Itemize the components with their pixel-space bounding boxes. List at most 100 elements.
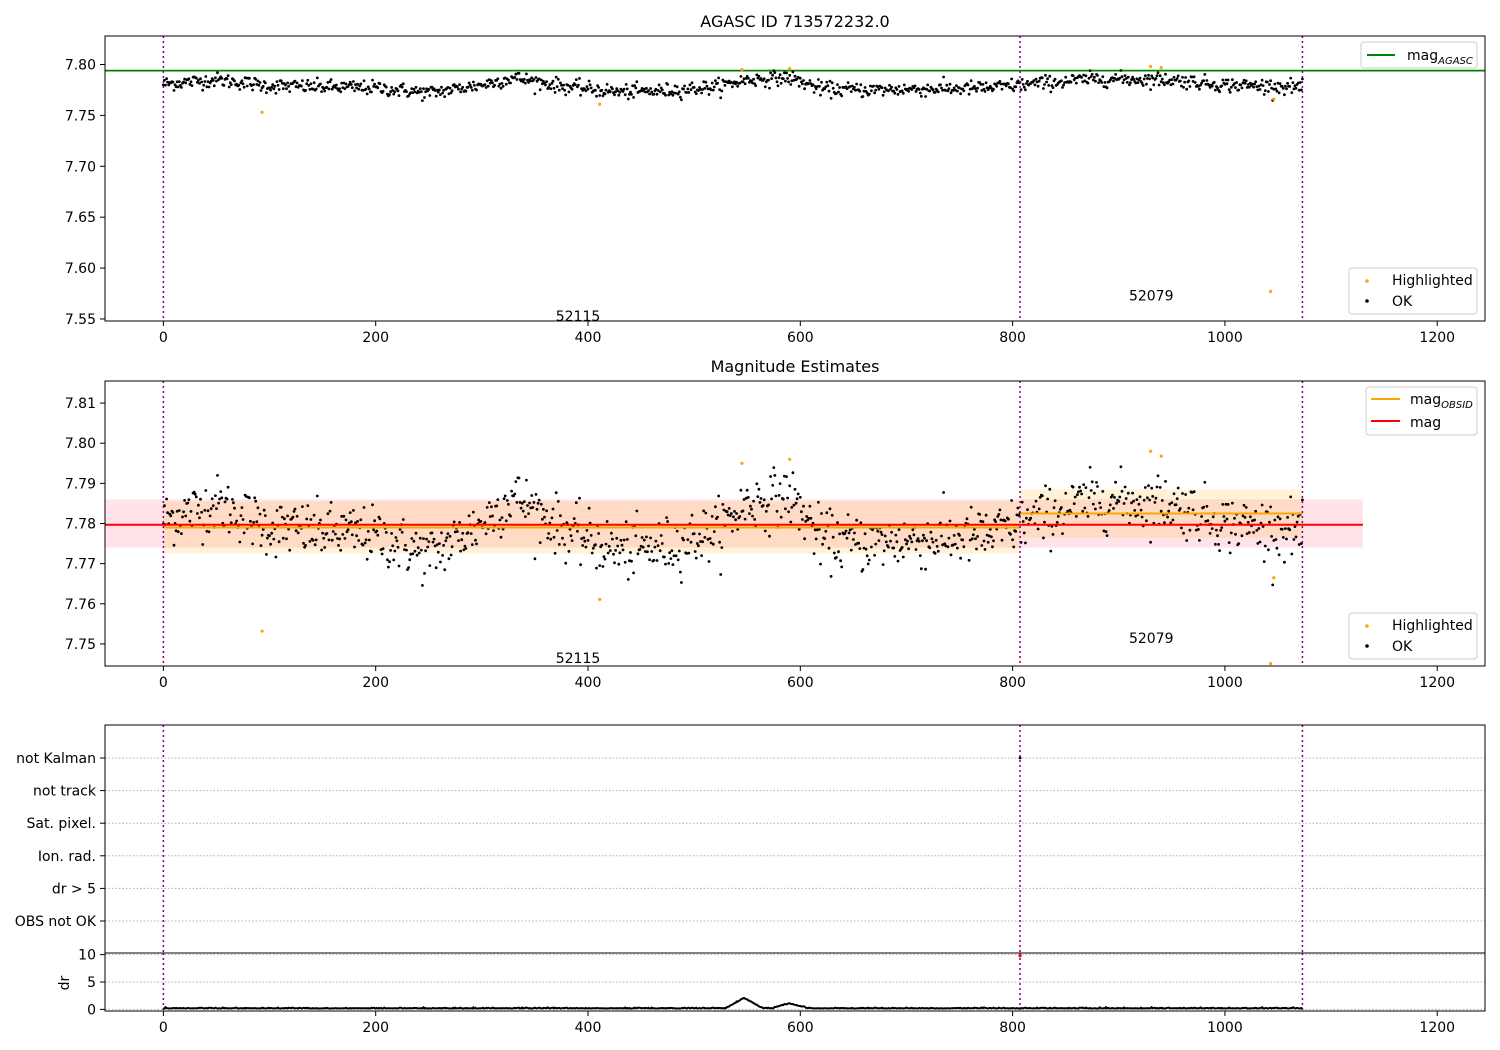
ok-point: [554, 75, 558, 79]
ok-point: [208, 514, 212, 518]
ok-point: [283, 517, 286, 521]
ok-point: [395, 539, 399, 543]
ok-point: [397, 94, 401, 97]
y-tick-label: 7.60: [65, 261, 96, 277]
ok-point: [166, 80, 170, 84]
ok-point: [206, 80, 210, 83]
ok-point: [491, 81, 494, 85]
ok-point: [986, 540, 990, 544]
ok-point: [702, 509, 706, 513]
ok-point: [1293, 525, 1297, 528]
ok-point: [633, 84, 637, 88]
ok-point: [261, 528, 265, 531]
ok-point: [376, 533, 380, 537]
ok-point: [1270, 86, 1273, 90]
ok-point: [432, 537, 436, 541]
ok-point: [922, 533, 925, 537]
ok-point: [1012, 89, 1016, 93]
y-tick-label: 7.80: [65, 58, 96, 74]
y-tick-label: 7.81: [65, 396, 96, 412]
ok-point: [586, 539, 590, 542]
ok-point: [825, 511, 829, 515]
ok-point: [956, 546, 959, 550]
ok-point: [428, 94, 432, 97]
ok-point: [719, 573, 723, 576]
ok-point: [566, 83, 570, 87]
ok-point: [448, 86, 452, 90]
ok-point: [394, 536, 398, 539]
ok-point: [1142, 498, 1146, 502]
ok-point: [594, 543, 597, 547]
ok-point: [216, 474, 219, 477]
ok-point: [380, 552, 384, 556]
ok-point: [1281, 87, 1285, 90]
ok-point: [1146, 77, 1149, 80]
ok-point: [1286, 516, 1289, 519]
magnitude-legend-top: magOBSID mag: [1365, 386, 1478, 436]
ok-point: [689, 540, 693, 544]
ok-point: [1042, 87, 1045, 90]
ok-point: [1096, 74, 1099, 77]
ok-point: [706, 87, 710, 91]
ok-point: [439, 560, 442, 564]
ok-point: [1253, 82, 1256, 86]
ok-point: [947, 536, 951, 540]
ok-point: [589, 86, 593, 90]
ok-point: [685, 552, 689, 555]
ok-point: [687, 91, 691, 94]
ok-point: [387, 565, 390, 569]
ok-point: [434, 94, 438, 98]
ok-point: [498, 82, 502, 86]
ok-point: [228, 513, 232, 517]
ok-point: [581, 544, 585, 547]
ok-point: [1197, 85, 1200, 88]
ok-point: [1129, 81, 1132, 85]
x-tick-label: 1200: [1419, 330, 1455, 346]
ok-point: [881, 93, 885, 97]
ok-point: [469, 86, 473, 89]
ok-point: [999, 518, 1003, 522]
ok-point: [619, 538, 623, 542]
ok-point: [405, 548, 408, 552]
ok-point: [1184, 76, 1187, 79]
ok-point: [876, 529, 880, 533]
ok-point: [1267, 548, 1270, 552]
ok-point: [401, 518, 405, 521]
ok-point: [847, 531, 851, 535]
ok-point: [801, 82, 804, 86]
ok-point: [320, 90, 323, 93]
y-tick-label: 5: [87, 975, 96, 991]
ok-point: [507, 502, 510, 506]
ok-point: [844, 529, 848, 533]
ok-point: [574, 78, 578, 81]
ok-point: [439, 93, 442, 96]
ok-point: [171, 80, 175, 84]
ok-point: [1167, 509, 1171, 513]
ok-point: [493, 83, 496, 87]
ok-point: [1204, 82, 1208, 86]
ok-point: [949, 553, 953, 557]
ok-point: [570, 539, 574, 542]
ok-point: [556, 500, 560, 503]
flags-panel-frame: [104, 724, 1486, 954]
ok-point: [526, 78, 529, 82]
ok-point: [1150, 74, 1154, 78]
ok-point: [858, 547, 862, 550]
legend-mag-label: mag: [1410, 415, 1441, 431]
ok-point: [584, 89, 588, 93]
ok-point: [198, 82, 201, 85]
ok-point: [589, 534, 593, 537]
ok-point: [767, 503, 770, 507]
ok-point: [1126, 491, 1130, 495]
ok-point: [802, 504, 805, 508]
ok-point: [956, 89, 959, 93]
ok-point: [534, 76, 538, 79]
ok-point: [393, 549, 397, 553]
ok-point: [716, 81, 719, 85]
ok-point: [276, 83, 280, 87]
ok-point: [974, 537, 977, 541]
ok-point: [343, 87, 347, 90]
ok-point: [410, 537, 414, 540]
